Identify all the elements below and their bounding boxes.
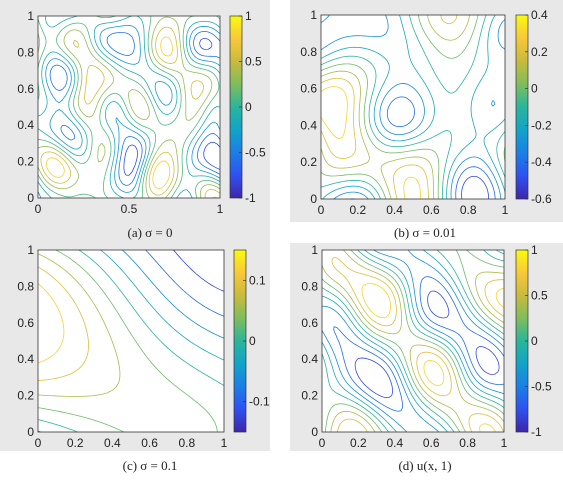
panel-d: 0 0.2 0.4 0.6 0.8 1 0 0.2 0.4 0.6 0.8 1 1 0.5 0 -0.5 -… — [290, 243, 563, 451]
y-tick-label: 1 — [27, 243, 34, 257]
y-tick-label: 0.4 — [17, 118, 34, 132]
y-tick-label: 0.8 — [300, 45, 317, 59]
y-tick-label: 0.2 — [17, 155, 34, 169]
panel-b-caption: (b) σ = 0.01 — [394, 225, 456, 240]
colorbar-tick-label: 0 — [531, 334, 538, 348]
y-tick-label: 0 — [27, 191, 34, 205]
panel-a: 0 0.5 1 0 0.2 0.4 0.6 0.8 1 1 0.5 0 -0.5 -1 — [0, 0, 270, 245]
colorbar-tick-label: -1 — [531, 425, 542, 439]
x-tick-label: 0.4 — [386, 436, 403, 450]
colorbar-tick-label: -1 — [245, 191, 256, 205]
y-tick-label: 0.8 — [17, 279, 34, 293]
colorbar-tick-label: 0 — [249, 334, 256, 348]
panel-c-plot-area — [38, 250, 224, 432]
y-tick-label: 0.6 — [301, 316, 318, 330]
colorbar-tick-label: 1 — [531, 243, 538, 257]
colorbar-tick-label: 0.4 — [531, 8, 548, 22]
panel-a-plot-area — [38, 16, 220, 198]
panel-b-colorbar — [516, 15, 528, 199]
colorbar-tick-label: 1 — [245, 9, 252, 23]
y-tick-label: 0 — [311, 425, 318, 439]
colorbar-tick-label: 0 — [245, 100, 252, 114]
y-tick-label: 0.2 — [300, 155, 317, 169]
panel-d-caption: (d) u(x, 1) — [398, 458, 451, 473]
colorbar-tick-label: -0.5 — [531, 380, 552, 394]
y-tick-label: 0.6 — [17, 82, 34, 96]
x-tick-label: 0.2 — [349, 203, 366, 217]
x-tick-label: 0.6 — [423, 436, 440, 450]
y-tick-label: 1 — [310, 8, 317, 22]
x-tick-label: 0.6 — [423, 203, 440, 217]
panel-a-caption: (a) σ = 0 — [127, 225, 172, 240]
colorbar-tick-label: 0.1 — [249, 273, 266, 287]
y-tick-label: 0.2 — [17, 389, 34, 403]
panel-c-caption: (c) σ = 0.1 — [123, 458, 178, 473]
x-tick-label: 0 — [35, 436, 42, 450]
y-tick-label: 0.6 — [300, 82, 317, 96]
y-tick-label: 1 — [27, 9, 34, 23]
y-tick-label: 0 — [310, 192, 317, 206]
x-tick-label: 0 — [319, 436, 326, 450]
colorbar-tick-label: -0.4 — [531, 155, 552, 169]
colorbar-tick-label: -0.1 — [249, 395, 270, 409]
x-tick-label: 0 — [35, 202, 42, 216]
x-tick-label: 0.8 — [178, 436, 195, 450]
panel-d-plot-area — [322, 250, 504, 432]
y-tick-label: 0.4 — [301, 352, 318, 366]
x-tick-label: 1 — [502, 203, 509, 217]
x-tick-label: 0.2 — [67, 436, 84, 450]
y-tick-label: 0.8 — [17, 45, 34, 59]
panel-b-plot-area — [321, 15, 505, 199]
y-tick-label: 0.4 — [300, 118, 317, 132]
x-tick-label: 0.6 — [141, 436, 158, 450]
y-tick-label: 0 — [27, 425, 34, 439]
x-tick-label: 0.4 — [104, 436, 121, 450]
x-tick-label: 0.5 — [121, 202, 138, 216]
colorbar-tick-label: 0 — [531, 82, 538, 96]
y-tick-label: 0.6 — [17, 316, 34, 330]
panel-c: 0 0.2 0.4 0.6 0.8 1 0 0.2 0.4 0.6 0.8 1 0.1 0 -0.1 — [0, 243, 270, 451]
x-tick-label: 1 — [221, 436, 228, 450]
x-tick-label: 0.4 — [386, 203, 403, 217]
y-tick-label: 0.4 — [17, 352, 34, 366]
y-tick-label: 1 — [311, 243, 318, 257]
colorbar-tick-label: -0.6 — [531, 192, 552, 206]
x-tick-label: 1 — [501, 436, 508, 450]
x-tick-label: 0.8 — [460, 203, 477, 217]
x-tick-label: 0.2 — [350, 436, 367, 450]
panel-b: 0 0.2 0.4 0.6 0.8 1 0 0.2 0.4 0.6 0.8 1 0.4 0.2 0 -0.… — [290, 0, 563, 222]
x-tick-label: 1 — [217, 202, 224, 216]
x-tick-label: 0 — [318, 203, 325, 217]
colorbar-tick-label: -0.2 — [531, 118, 552, 132]
x-tick-label: 0.8 — [459, 436, 476, 450]
y-tick-label: 0.8 — [301, 279, 318, 293]
colorbar-tick-label: 0.5 — [531, 289, 548, 303]
y-tick-label: 0.2 — [301, 389, 318, 403]
colorbar-tick-label: 0.2 — [531, 45, 548, 59]
colorbar-tick-label: 0.5 — [245, 55, 262, 69]
colorbar-tick-label: -0.5 — [245, 146, 266, 160]
